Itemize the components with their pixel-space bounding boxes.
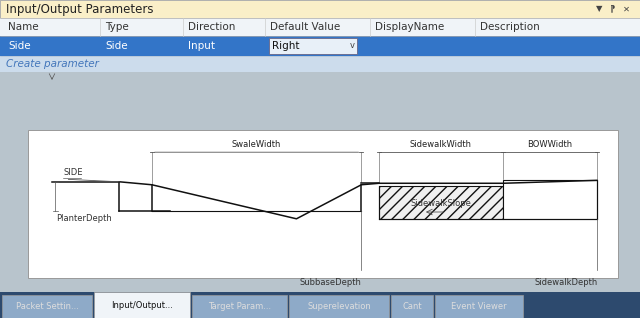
- Text: SidewalkWidth: SidewalkWidth: [410, 140, 472, 149]
- Text: Input: Input: [188, 41, 215, 51]
- Bar: [2, 295, 92, 318]
- Bar: [0, 0, 640, 18]
- Text: Packet Settin...: Packet Settin...: [15, 302, 79, 311]
- Text: Type: Type: [105, 22, 129, 32]
- Bar: [94, 292, 190, 318]
- Text: Superelevation: Superelevation: [307, 302, 371, 311]
- Text: SwaleWidth: SwaleWidth: [232, 140, 282, 149]
- Text: PlanterDepth: PlanterDepth: [56, 214, 113, 223]
- Text: Input/Output Parameters: Input/Output Parameters: [6, 3, 154, 16]
- Bar: [192, 295, 287, 318]
- Text: BOWWidth: BOWWidth: [527, 140, 573, 149]
- Text: Event Viewer: Event Viewer: [451, 302, 507, 311]
- Bar: [0, 292, 640, 318]
- Text: ▼: ▼: [596, 4, 602, 13]
- Bar: [289, 295, 389, 318]
- Text: Target Param...: Target Param...: [208, 302, 271, 311]
- Text: Default Value: Default Value: [270, 22, 340, 32]
- Bar: [0, 56, 640, 72]
- Text: Name: Name: [8, 22, 38, 32]
- Bar: [0, 72, 640, 292]
- Text: DisplayName: DisplayName: [375, 22, 444, 32]
- Text: Side: Side: [8, 41, 31, 51]
- Text: Input/Output...: Input/Output...: [111, 301, 173, 309]
- Bar: [503, 180, 597, 219]
- Bar: [0, 18, 640, 36]
- Text: Cant: Cant: [402, 302, 422, 311]
- Bar: [0, 36, 640, 56]
- Bar: [435, 295, 523, 318]
- Text: ✕: ✕: [623, 4, 630, 13]
- Text: Direction: Direction: [188, 22, 236, 32]
- Text: Right: Right: [272, 41, 300, 51]
- Text: SubbaseDepth: SubbaseDepth: [300, 278, 362, 287]
- Text: Create parameter: Create parameter: [6, 59, 99, 69]
- Bar: [28, 130, 618, 278]
- Text: v: v: [350, 42, 355, 51]
- Text: ⁋: ⁋: [610, 4, 616, 13]
- Bar: [269, 38, 357, 54]
- Bar: [391, 295, 433, 318]
- Bar: [379, 186, 503, 219]
- Text: SIDE: SIDE: [63, 168, 83, 177]
- Text: SidewalkDepth: SidewalkDepth: [534, 278, 597, 287]
- Text: Side: Side: [105, 41, 127, 51]
- Text: Description: Description: [480, 22, 540, 32]
- Text: SidewalkSlope: SidewalkSlope: [411, 199, 472, 209]
